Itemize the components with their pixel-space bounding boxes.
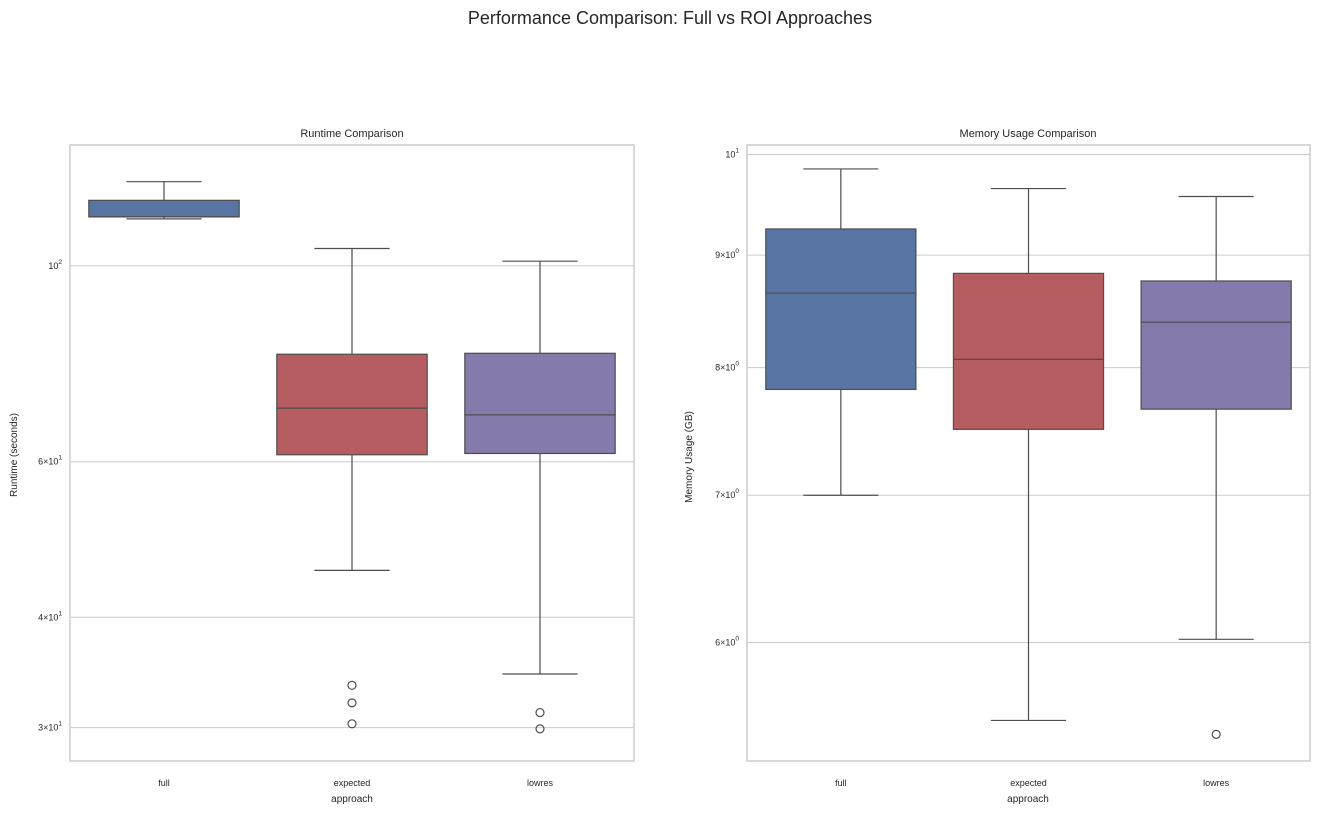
memory-axes-frame	[746, 144, 1311, 762]
runtime-outlier-point	[347, 698, 357, 708]
runtime-y-tick-label: 3×101	[38, 721, 62, 733]
memory-y-tick-label: 8×100	[715, 361, 739, 373]
memory-iqr-box-full	[765, 228, 917, 391]
memory-box-full	[765, 168, 917, 496]
memory-panel: Memory Usage Comparison approach Memory …	[684, 128, 1311, 805]
runtime-x-tick-label: expected	[334, 778, 371, 788]
runtime-box-full	[88, 181, 240, 220]
runtime-x-axis-label: approach	[331, 794, 373, 805]
runtime-box-expected	[276, 247, 428, 729]
runtime-y-tick-label: 4×101	[38, 610, 62, 622]
memory-iqr-box-lowres	[1140, 280, 1292, 410]
memory-y-tick-label: 9×100	[715, 248, 739, 260]
memory-y-tick-label: 6×100	[715, 635, 739, 647]
memory-y-tick-label: 101	[725, 148, 739, 160]
memory-x-tick-label: lowres	[1203, 778, 1230, 788]
memory-y-tick-label: 7×100	[715, 488, 739, 500]
runtime-outlier-point	[535, 707, 545, 718]
figure-title: Performance Comparison: Full vs ROI Appr…	[468, 8, 872, 28]
runtime-axes-frame	[69, 144, 635, 762]
runtime-iqr-box-expected	[276, 353, 428, 456]
memory-y-axis-label: Memory Usage (GB)	[684, 411, 695, 503]
memory-x-axis-label: approach	[1007, 794, 1049, 805]
memory-chart-title: Memory Usage Comparison	[960, 128, 1097, 140]
runtime-box-lowres	[464, 260, 616, 734]
runtime-outlier-point	[535, 724, 545, 734]
memory-x-tick-label: expected	[1010, 778, 1047, 788]
runtime-outlier-point	[347, 680, 357, 690]
runtime-y-tick-label: 6×101	[38, 455, 62, 467]
runtime-y-axis-label: Runtime (seconds)	[9, 413, 20, 497]
runtime-iqr-box-lowres	[464, 352, 616, 455]
runtime-x-tick-label: full	[158, 778, 170, 788]
memory-box-lowres	[1140, 195, 1292, 739]
memory-outlier-point	[1211, 729, 1221, 739]
runtime-outlier-point	[347, 719, 357, 729]
runtime-y-tick-label: 102	[48, 259, 62, 271]
memory-box-expected	[952, 187, 1105, 722]
memory-iqr-box-expected	[952, 272, 1105, 430]
memory-x-tick-label: full	[835, 778, 847, 788]
runtime-chart-title: Runtime Comparison	[300, 128, 403, 140]
runtime-iqr-box-full	[88, 199, 240, 218]
runtime-panel: Runtime Comparison approach Runtime (sec…	[9, 128, 635, 805]
runtime-x-tick-label: lowres	[527, 778, 554, 788]
